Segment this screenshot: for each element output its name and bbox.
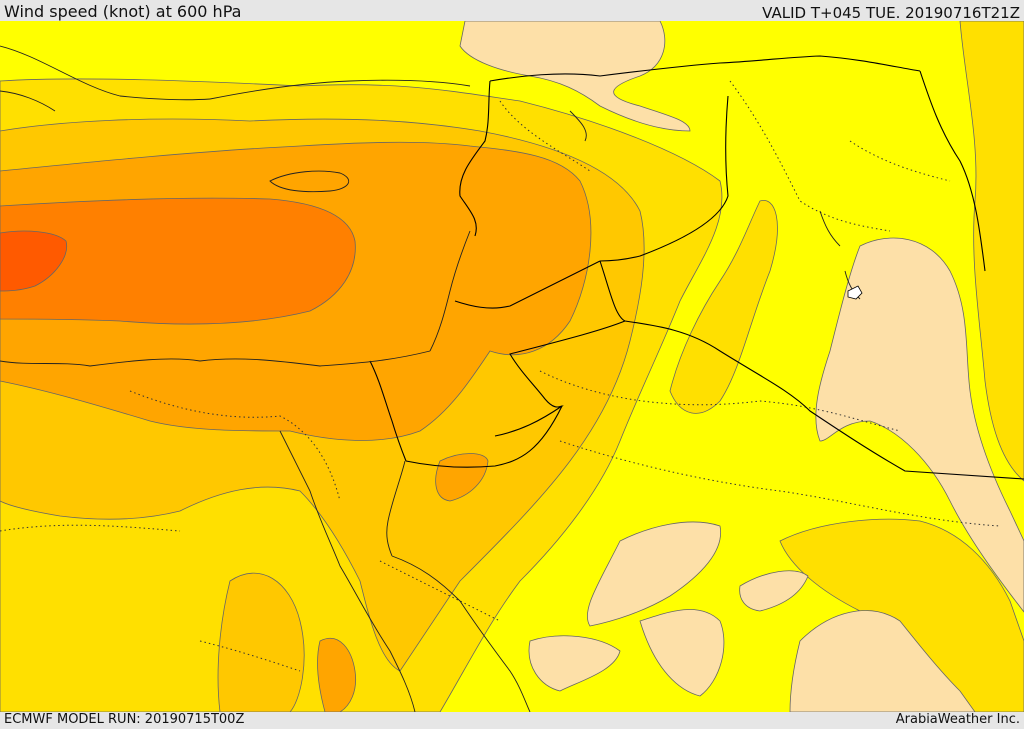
calm-patch-south-4	[739, 570, 809, 612]
wind-band-red-orange	[0, 230, 68, 292]
header-bar: Wind speed (knot) at 600 hPa VALID T+045…	[0, 0, 1024, 22]
model-run-label: ECMWF MODEL RUN: 20190715T00Z	[4, 712, 245, 727]
calm-patch-south-3	[639, 609, 725, 697]
map-title: Wind speed (knot) at 600 hPa	[4, 2, 242, 21]
internal-borders	[0, 80, 1001, 672]
calm-patch-south-2	[528, 635, 621, 692]
calm-patch-east	[815, 237, 1024, 613]
wind-band-gold-southeast	[779, 518, 1024, 712]
calm-patch-southeast	[789, 610, 976, 712]
footer-bar: ECMWF MODEL RUN: 20190715T00Z ArabiaWeat…	[0, 712, 1024, 729]
wind-band-light-orange-south	[217, 572, 305, 712]
wind-band-gold-east	[959, 21, 1024, 482]
map-canvas	[0, 21, 1024, 712]
valid-time-label: VALID T+045 TUE. 20190716T21Z	[762, 4, 1020, 22]
wind-speed-map[interactable]	[0, 21, 1024, 712]
wind-band-gold-arm	[669, 199, 778, 414]
credit-label: ArabiaWeather Inc.	[895, 712, 1020, 727]
calm-patch-south-1	[586, 521, 722, 627]
coastlines	[0, 45, 861, 712]
wind-band-orange-south	[317, 638, 357, 712]
wind-band-orange-blob	[435, 453, 489, 502]
wind-band-dark-orange	[0, 197, 356, 325]
country-borders	[369, 55, 1024, 480]
white-marker	[847, 285, 863, 300]
